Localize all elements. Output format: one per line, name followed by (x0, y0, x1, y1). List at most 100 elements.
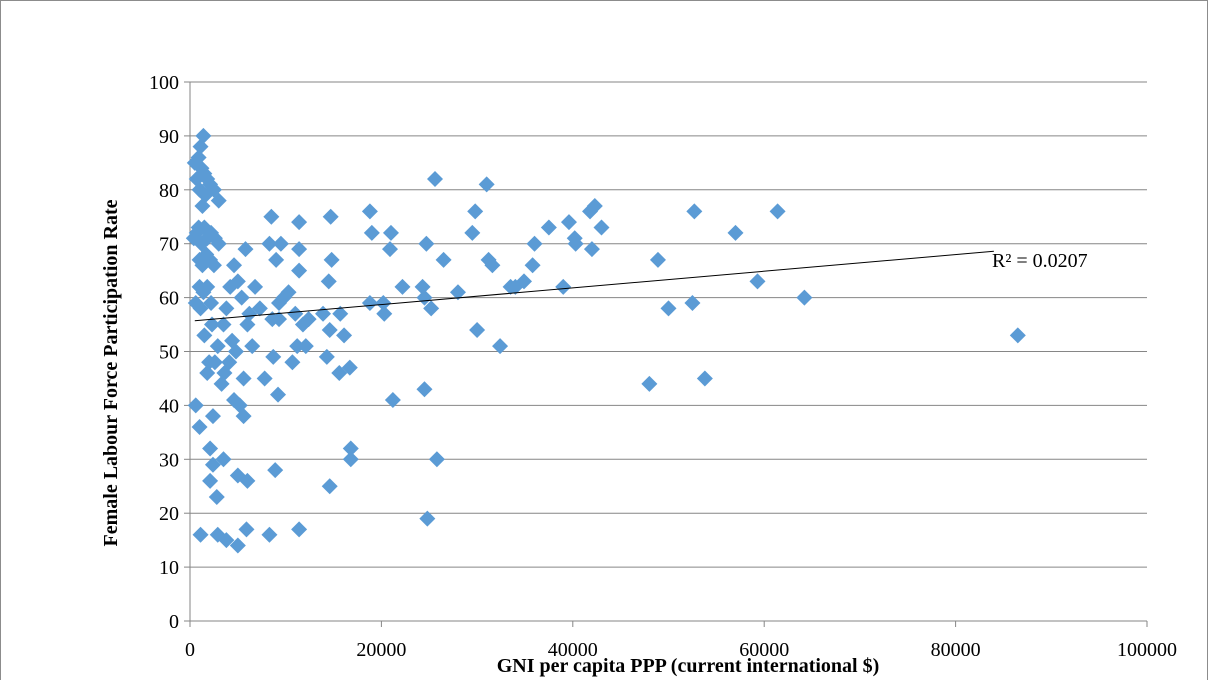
data-point (198, 246, 215, 263)
data-point (204, 408, 221, 425)
data-point (361, 294, 378, 311)
data-point (291, 521, 308, 538)
data-point (247, 278, 264, 295)
data-point (221, 354, 238, 371)
data-point (384, 392, 401, 409)
data-point (192, 526, 209, 543)
trendline (194, 250, 994, 322)
y-tick-label: 80 (159, 180, 179, 202)
data-point (291, 262, 308, 279)
data-point (332, 305, 349, 322)
data-point (419, 510, 436, 527)
data-point (318, 348, 335, 365)
data-point (206, 354, 223, 371)
data-point (320, 273, 337, 290)
y-tick-labels: 0 10 20 30 40 50 60 70 80 90 100 (149, 72, 179, 633)
data-point (426, 171, 443, 188)
x-tick-label: 60000 (739, 639, 789, 661)
data-point (238, 521, 255, 538)
data-point (210, 192, 227, 209)
x-tick-label: 100000 (1117, 639, 1177, 661)
data-point (229, 537, 246, 554)
data-point (467, 203, 484, 220)
data-point (469, 321, 486, 338)
data-point (649, 251, 666, 268)
data-point (484, 257, 501, 274)
y-axis-title: Female Labour Force Participation Rate (100, 199, 122, 546)
data-point (769, 203, 786, 220)
data-point (267, 462, 284, 479)
data-point (464, 224, 481, 241)
data-point (727, 224, 744, 241)
data-point (515, 273, 532, 290)
data-point (261, 235, 278, 252)
data-point (684, 294, 701, 311)
data-point (271, 311, 288, 328)
y-tick-label: 40 (159, 395, 179, 417)
data-point (560, 214, 577, 231)
data-point (218, 300, 235, 317)
y-tick-label: 50 (159, 342, 179, 364)
x-tick-labels: 0 20000 40000 60000 80000 100000 (185, 639, 1177, 661)
x-tick-label: 40000 (548, 639, 598, 661)
data-point (394, 278, 411, 295)
data-point (272, 235, 289, 252)
data-point (382, 241, 399, 258)
y-tick-label: 60 (159, 288, 179, 310)
y-tick-label: 10 (159, 557, 179, 579)
data-point (199, 365, 216, 382)
data-point (195, 127, 212, 144)
data-point (241, 305, 258, 322)
data-point (435, 251, 452, 268)
data-point (1009, 327, 1026, 344)
data-point (215, 451, 232, 468)
x-tick-label: 20000 (356, 639, 406, 661)
data-point (297, 338, 314, 355)
data-point (226, 257, 243, 274)
data-point (323, 251, 340, 268)
data-point (235, 370, 252, 387)
data-point (263, 208, 280, 225)
data-point (213, 375, 230, 392)
data-point (239, 472, 256, 489)
data-points (185, 127, 1026, 554)
data-point (586, 197, 603, 214)
trendline-group: R² = 0.0207 (194, 250, 1088, 322)
data-point (210, 235, 227, 252)
data-point (342, 440, 359, 457)
data-point (208, 489, 225, 506)
data-point (796, 289, 813, 306)
data-point (315, 305, 332, 322)
data-point (375, 294, 392, 311)
data-point (342, 451, 359, 468)
data-point (237, 241, 254, 258)
data-point (192, 300, 209, 317)
data-point (540, 219, 557, 236)
data-point (191, 418, 208, 435)
data-point (244, 338, 261, 355)
y-tick-label: 90 (159, 126, 179, 148)
data-point (235, 408, 252, 425)
data-point (449, 284, 466, 301)
data-point (322, 208, 339, 225)
data-point (567, 235, 584, 252)
x-tick-label: 0 (185, 639, 195, 661)
data-point (291, 241, 308, 258)
data-point (205, 257, 222, 274)
data-point (363, 224, 380, 241)
data-point (660, 300, 677, 317)
data-point (376, 305, 393, 322)
data-point (524, 257, 541, 274)
data-point (270, 386, 287, 403)
data-point (287, 305, 304, 322)
x-tick-label: 80000 (931, 639, 981, 661)
data-point (361, 203, 378, 220)
data-point (336, 327, 353, 344)
data-point (265, 348, 282, 365)
data-point (686, 203, 703, 220)
data-point (202, 440, 219, 457)
axes (184, 81, 1148, 627)
data-point (218, 532, 235, 549)
data-point (321, 478, 338, 495)
